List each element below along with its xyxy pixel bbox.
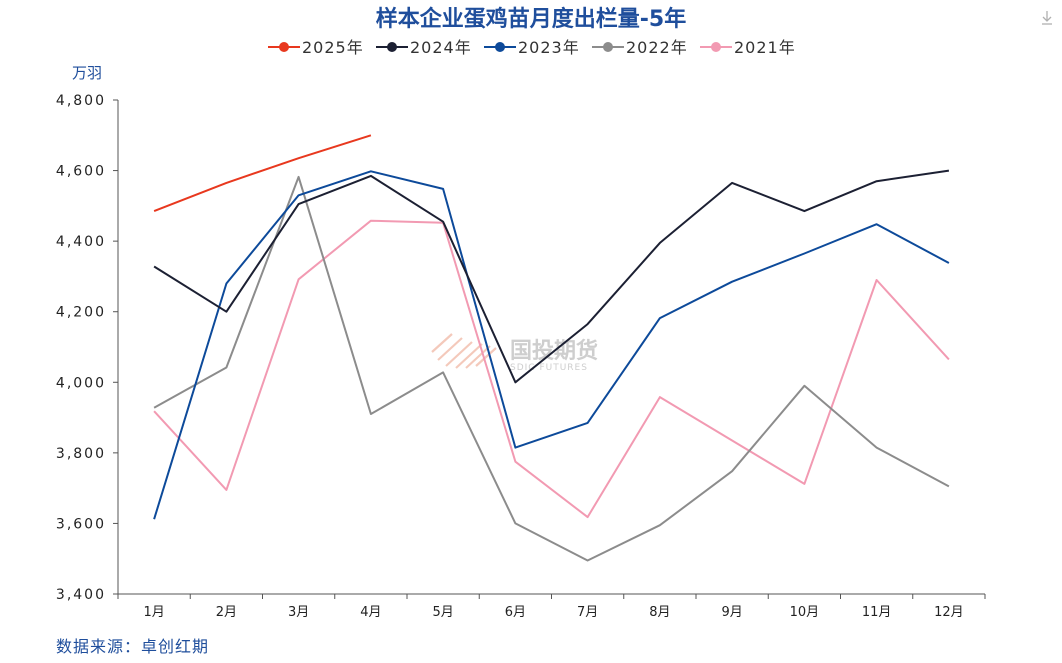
y-tick-label: 4,400 xyxy=(56,234,106,250)
legend-swatch-marker xyxy=(387,42,397,52)
legend-label: 2022年 xyxy=(626,38,688,57)
legend-label: 2024年 xyxy=(410,38,472,57)
legend-swatch-marker xyxy=(603,42,613,52)
x-tick-label: 3月 xyxy=(288,605,309,620)
x-tick-label: 11月 xyxy=(862,605,892,620)
y-tick-label: 4,000 xyxy=(56,375,106,391)
y-tick-label: 3,800 xyxy=(56,446,106,462)
legend-item: 2023年 xyxy=(484,38,580,57)
x-tick-label: 8月 xyxy=(649,605,670,620)
x-tick-label: 2月 xyxy=(216,605,237,620)
y-tick-label: 4,200 xyxy=(56,305,106,321)
y-tick-label: 3,600 xyxy=(56,516,106,532)
series-line-2021年 xyxy=(153,219,950,519)
legend-label: 2021年 xyxy=(734,38,796,57)
x-tick-label: 12月 xyxy=(934,605,964,620)
data-source: 数据来源：卓创红期 xyxy=(56,637,209,656)
legend-swatch-marker xyxy=(711,42,721,52)
watermark-stripes-icon xyxy=(431,333,497,369)
series-line-2024年 xyxy=(153,169,950,384)
legend-item: 2021年 xyxy=(700,38,796,57)
y-axis-ticks: 3,400 3,600 3,800 4,000 4,200 4,400 4,600 4,800 xyxy=(56,93,118,603)
x-tick-label: 10月 xyxy=(790,605,820,620)
series-line-2023年 xyxy=(153,170,950,520)
x-tick-label: 6月 xyxy=(505,605,526,620)
x-tick-label: 5月 xyxy=(432,605,453,620)
x-tick-label: 9月 xyxy=(721,605,742,620)
legend-label: 2023年 xyxy=(518,38,580,57)
legend-item: 2024年 xyxy=(376,38,472,57)
series-line-2025年 xyxy=(153,134,372,213)
download-icon[interactable] xyxy=(1042,11,1052,25)
chart-title: 样本企业蛋鸡苗月度出栏量-5年 xyxy=(376,6,686,32)
y-tick-label: 4,800 xyxy=(56,93,106,109)
series-layer xyxy=(153,134,950,562)
y-tick-label: 3,400 xyxy=(56,587,106,603)
x-tick-label: 4月 xyxy=(360,605,381,620)
x-tick-label: 1月 xyxy=(143,605,164,620)
watermark-sub: SDIC FUTURES xyxy=(510,363,588,373)
legend-item: 2022年 xyxy=(592,38,688,57)
legend-swatch-marker xyxy=(495,42,505,52)
legend-swatch-marker xyxy=(279,42,289,52)
y-tick-label: 4,600 xyxy=(56,164,106,180)
x-tick-label: 7月 xyxy=(577,605,598,620)
legend-item: 2025年 xyxy=(268,38,364,57)
legend-label: 2025年 xyxy=(302,38,364,57)
y-axis-unit: 万羽 xyxy=(72,64,102,82)
watermark-logo: 国投期货 SDIC FUTURES xyxy=(431,333,598,373)
x-axis-ticks: 1月 2月 3月 4月 5月 6月 7月 8月 9月 10月 11月 12月 xyxy=(117,594,986,620)
legend: 2025年 2024年 2023年 2022年 2021年 xyxy=(268,38,796,57)
